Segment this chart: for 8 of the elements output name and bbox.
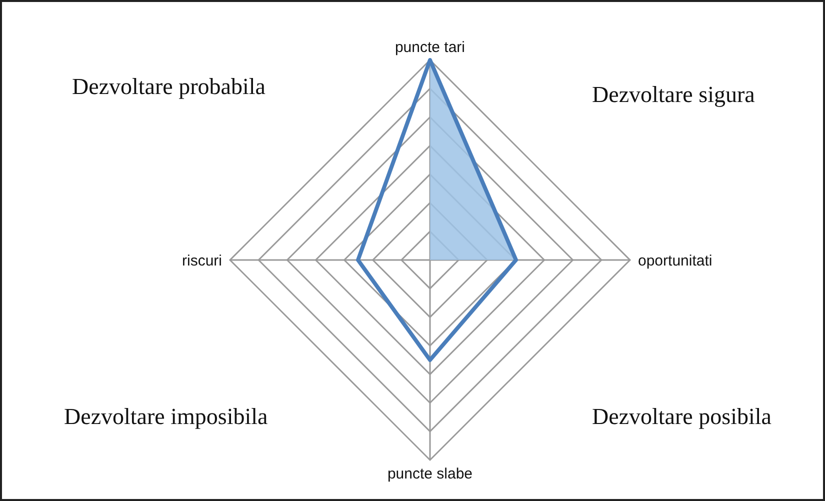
text: Dezvoltare imposibila <box>64 404 268 430</box>
spoke-label: puncte slabe <box>387 466 473 483</box>
text: Dezvoltare probabila <box>72 74 266 100</box>
text: Dezvoltare sigura <box>592 82 755 108</box>
spoke-label: puncte tari <box>394 39 466 56</box>
spoke-label: oportunitati <box>638 252 712 270</box>
spoke-label: riscuri <box>182 252 222 270</box>
text: Dezvoltare posibila <box>592 404 772 430</box>
